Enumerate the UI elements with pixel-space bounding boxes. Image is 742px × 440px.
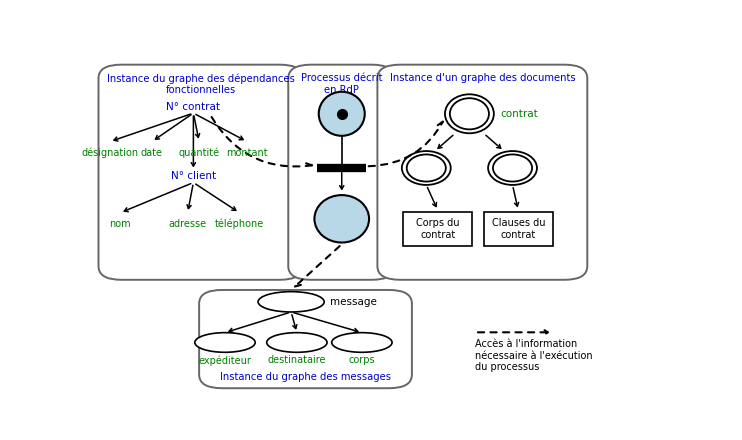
Ellipse shape <box>319 92 365 136</box>
Text: montant: montant <box>226 148 268 158</box>
Bar <box>484 212 553 246</box>
Text: Accès à l'information
nécessaire à l'exécution
du processus: Accès à l'information nécessaire à l'exé… <box>475 339 593 372</box>
Ellipse shape <box>407 154 446 182</box>
Text: Clauses du
contrat: Clauses du contrat <box>491 218 545 240</box>
FancyBboxPatch shape <box>199 290 412 388</box>
Ellipse shape <box>450 98 489 129</box>
Text: expéditeur: expéditeur <box>199 356 252 366</box>
Ellipse shape <box>445 94 494 133</box>
FancyBboxPatch shape <box>99 65 303 280</box>
Text: contrat: contrat <box>500 109 538 119</box>
Text: désignation: désignation <box>82 148 139 158</box>
Text: adresse: adresse <box>168 219 207 229</box>
Text: date: date <box>141 148 163 158</box>
Text: Instance du graphe des dépendances
fonctionnelles: Instance du graphe des dépendances fonct… <box>107 73 295 95</box>
Text: Corps du
contrat: Corps du contrat <box>416 218 459 240</box>
Text: Processus décrit
en RdP: Processus décrit en RdP <box>301 73 382 95</box>
Text: nom: nom <box>110 219 131 229</box>
Ellipse shape <box>258 292 324 312</box>
Ellipse shape <box>402 151 450 185</box>
Ellipse shape <box>266 333 327 352</box>
Text: corps: corps <box>349 356 375 365</box>
Text: téléphone: téléphone <box>214 219 264 229</box>
Text: destinataire: destinataire <box>268 356 326 365</box>
Bar <box>404 212 473 246</box>
Ellipse shape <box>315 195 369 242</box>
Ellipse shape <box>195 333 255 352</box>
FancyBboxPatch shape <box>289 65 395 280</box>
FancyBboxPatch shape <box>378 65 588 280</box>
Text: N° contrat: N° contrat <box>166 102 220 112</box>
Ellipse shape <box>332 333 392 352</box>
Text: N° client: N° client <box>171 172 216 181</box>
Text: Instance du graphe des messages: Instance du graphe des messages <box>220 372 391 382</box>
Text: message: message <box>330 297 377 307</box>
Text: quantité: quantité <box>179 148 220 158</box>
Ellipse shape <box>488 151 537 185</box>
Ellipse shape <box>493 154 532 182</box>
Text: Instance d'un graphe des documents: Instance d'un graphe des documents <box>390 73 575 83</box>
